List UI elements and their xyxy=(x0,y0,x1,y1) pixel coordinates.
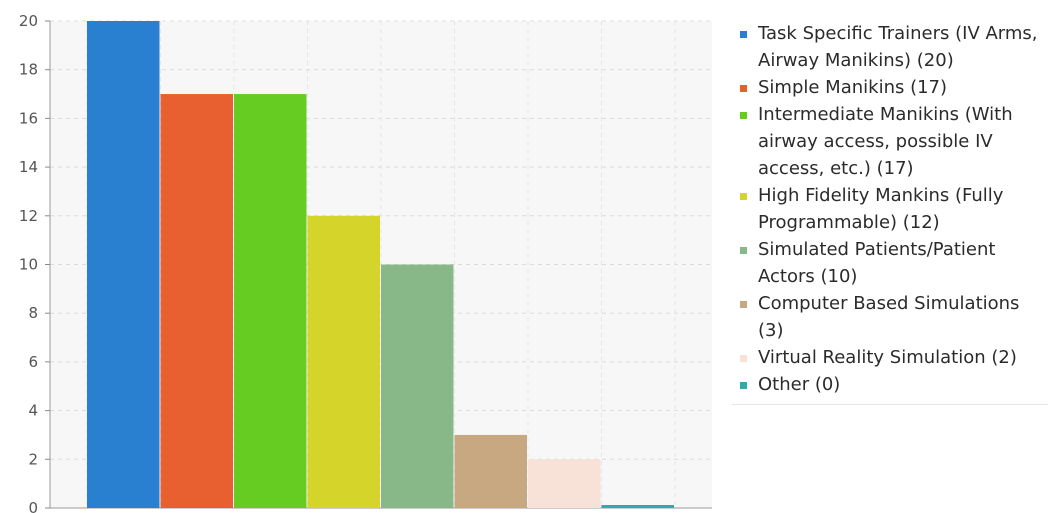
bars xyxy=(87,21,675,509)
bar[interactable] xyxy=(234,94,307,509)
legend-item[interactable]: Simulated Patients/Patient Actors (10) xyxy=(732,236,1048,290)
legend-label: Intermediate Manikins (With airway acces… xyxy=(758,104,1013,179)
legend-swatch xyxy=(740,31,747,38)
legend-item[interactable]: Other (0) xyxy=(732,371,1048,398)
legend-item[interactable]: Simple Manikins (17) xyxy=(732,74,1048,101)
legend-item[interactable]: Virtual Reality Simulation (2) xyxy=(732,344,1048,371)
y-tick-label: 0 xyxy=(28,499,38,513)
bar[interactable] xyxy=(160,94,234,509)
bar[interactable] xyxy=(601,505,675,508)
bar-chart: 0 2 4 6 8 10 12 14 16 18 20 xyxy=(19,12,712,513)
legend-label: High Fidelity Mankins (Fully Programmabl… xyxy=(758,185,1004,233)
legend-item[interactable]: Intermediate Manikins (With airway acces… xyxy=(732,101,1048,182)
legend-item[interactable]: High Fidelity Mankins (Fully Programmabl… xyxy=(732,182,1048,236)
y-tick-label: 8 xyxy=(28,304,38,322)
bar[interactable] xyxy=(528,459,601,508)
legend-swatch xyxy=(740,112,747,119)
legend-swatch xyxy=(740,193,747,200)
y-tick-label: 4 xyxy=(28,402,38,420)
legend-swatch xyxy=(740,355,747,362)
legend-swatch xyxy=(740,382,747,389)
legend-label: Virtual Reality Simulation (2) xyxy=(758,347,1017,368)
legend-swatch xyxy=(740,301,747,308)
legend-label: Simple Manikins (17) xyxy=(758,77,948,98)
legend-swatch xyxy=(740,85,747,92)
legend-label: Task Specific Trainers (IV Arms, Airway … xyxy=(758,23,1038,71)
y-tick-label: 16 xyxy=(19,109,38,127)
bar[interactable] xyxy=(381,264,454,509)
legend-swatch xyxy=(740,247,747,254)
legend-item[interactable]: Computer Based Simulations (3) xyxy=(732,290,1048,344)
y-tick-label: 6 xyxy=(28,353,38,371)
legend-label: Computer Based Simulations (3) xyxy=(758,293,1020,341)
legend: Task Specific Trainers (IV Arms, Airway … xyxy=(732,20,1048,405)
legend-label: Other (0) xyxy=(758,374,841,395)
y-tick-label: 20 xyxy=(19,12,38,30)
legend-item[interactable]: Task Specific Trainers (IV Arms, Airway … xyxy=(732,20,1048,74)
bar[interactable] xyxy=(87,21,160,508)
y-tick-label: 12 xyxy=(19,207,38,225)
y-tick-label: 18 xyxy=(19,61,38,79)
y-tick-label: 10 xyxy=(19,256,38,274)
bar[interactable] xyxy=(454,434,528,508)
y-tick-label: 2 xyxy=(28,450,38,468)
bar[interactable] xyxy=(307,215,381,509)
legend-label: Simulated Patients/Patient Actors (10) xyxy=(758,239,996,287)
y-tick-label: 14 xyxy=(19,158,38,176)
